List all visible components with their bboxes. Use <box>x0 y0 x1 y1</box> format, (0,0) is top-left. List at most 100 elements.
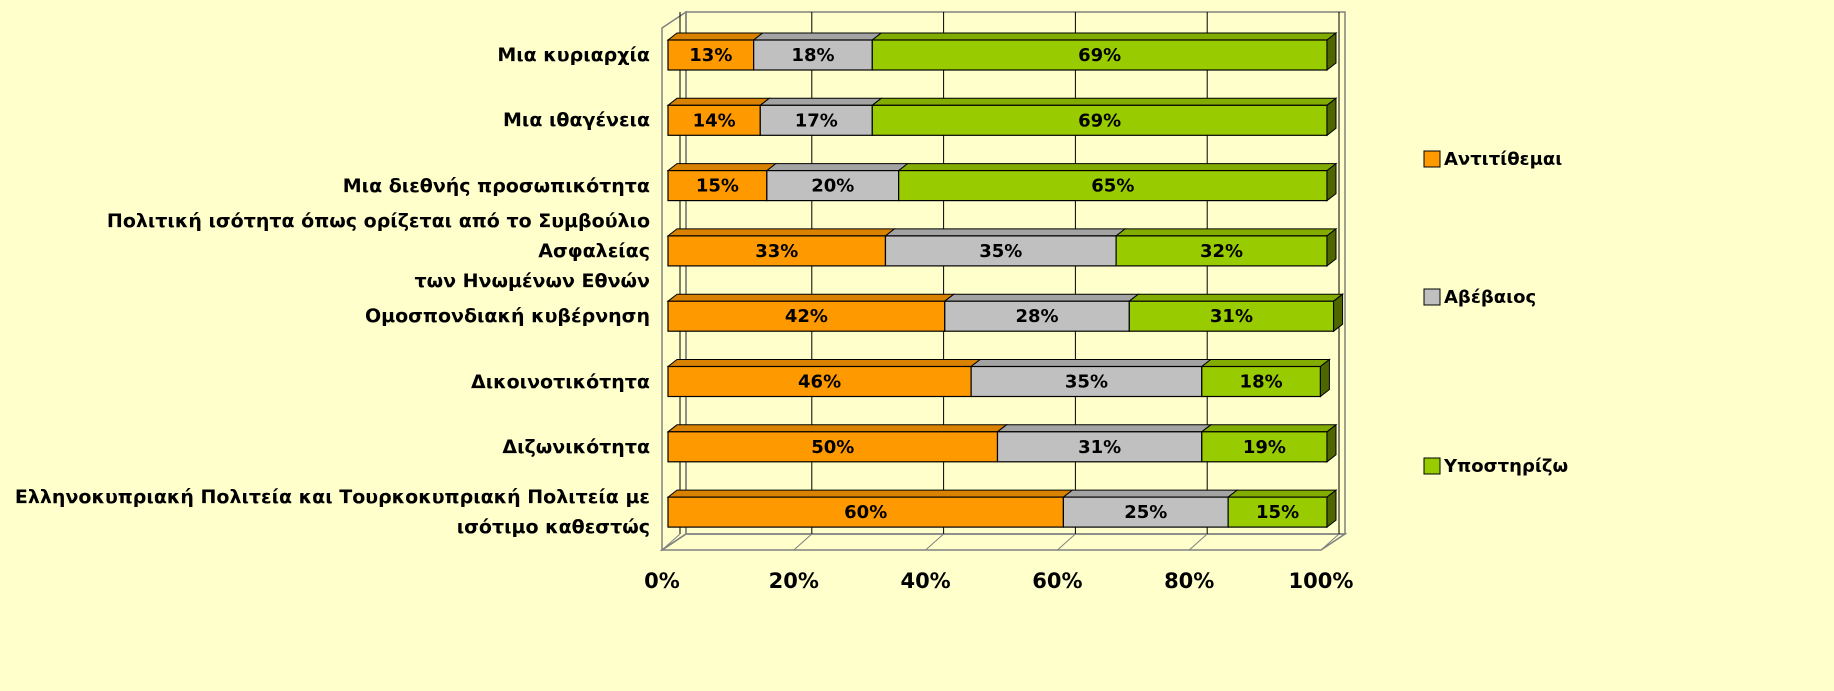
data-label: 65% <box>1091 176 1134 197</box>
bar <box>667 39 755 71</box>
bar <box>667 365 972 398</box>
bar <box>667 104 761 136</box>
bar-side <box>1319 358 1330 398</box>
bar-top <box>943 293 1140 302</box>
legend-swatch <box>1423 150 1441 168</box>
tick-mark <box>793 533 813 551</box>
bar-top <box>666 293 956 302</box>
legend-label: Αντιτίθεμαι <box>1444 149 1562 170</box>
tick-mark <box>925 533 944 551</box>
data-label: 17% <box>795 110 838 131</box>
bar-top <box>1200 424 1338 433</box>
bar <box>667 496 1064 528</box>
data-label: 60% <box>844 502 887 523</box>
data-label: 14% <box>693 110 736 131</box>
data-label: 42% <box>785 306 828 327</box>
bar-side <box>1326 489 1337 529</box>
data-label: 13% <box>689 45 732 66</box>
bar <box>667 431 999 463</box>
bar <box>1227 496 1328 528</box>
data-label: 35% <box>979 241 1022 262</box>
data-label: 69% <box>1078 110 1121 131</box>
bar-side <box>1326 31 1337 72</box>
data-label: 19% <box>1243 437 1286 458</box>
bar <box>1201 431 1328 463</box>
bar <box>871 104 1328 136</box>
x-tick-label: 100% <box>1289 569 1354 593</box>
bar <box>996 431 1203 463</box>
legend-label: Υποστηρίζω <box>1443 456 1568 477</box>
bar-top <box>758 97 883 106</box>
bar-top <box>666 359 982 367</box>
data-label: 18% <box>791 45 834 66</box>
bar-top <box>666 228 896 237</box>
bar-top <box>1061 489 1239 498</box>
data-label: 32% <box>1200 241 1243 262</box>
bar-top <box>969 359 1213 367</box>
bar-side <box>1333 293 1344 333</box>
bar-side <box>1326 423 1337 463</box>
data-label: 18% <box>1240 372 1283 393</box>
bar <box>944 300 1130 332</box>
tick-mark <box>1057 533 1076 551</box>
bar-top <box>752 32 883 41</box>
legend-label: Αβέβαιος <box>1444 287 1536 308</box>
data-label: 31% <box>1078 437 1121 458</box>
bar-top <box>897 163 1338 172</box>
data-label: 46% <box>798 372 841 393</box>
data-label: 20% <box>811 176 854 197</box>
tick-mark <box>1188 533 1208 551</box>
side-wall <box>661 10 687 552</box>
bar <box>753 39 873 71</box>
data-label: 50% <box>811 437 854 458</box>
category-label: Διζωνικότητα <box>502 435 650 458</box>
x-tick-label: 20% <box>769 569 819 593</box>
bar-side <box>1326 162 1337 202</box>
data-label: 15% <box>696 176 739 197</box>
x-tick-label: 40% <box>900 569 950 593</box>
bar-top <box>870 97 1338 106</box>
bar <box>871 39 1328 71</box>
bar <box>1062 496 1229 528</box>
bar-top <box>666 97 771 106</box>
data-label: 35% <box>1065 372 1108 393</box>
bar-side <box>1326 227 1337 267</box>
category-label: Πολιτική ισότητα όπως ορίζεται από το Συ… <box>106 209 650 292</box>
bar-top <box>884 228 1127 237</box>
category-label: Μια διεθνής προσωπικότητα <box>342 174 650 197</box>
bar-top <box>1200 359 1331 367</box>
bar-top <box>870 32 1338 41</box>
x-tick-label: 80% <box>1164 569 1214 593</box>
category-label: Δικοινοτικότητα <box>471 370 650 393</box>
data-label: 31% <box>1210 306 1253 327</box>
bar <box>667 300 946 332</box>
category-label: Μια ιθαγένεια <box>503 109 650 132</box>
bar <box>759 104 873 136</box>
data-label: 33% <box>755 241 798 262</box>
bar-top <box>996 424 1213 433</box>
category-label: Ελληνοκυπριακή Πολιτεία και Τουρκοκυπρια… <box>14 486 650 539</box>
bar-side <box>1326 97 1337 137</box>
x-tick-label: 0% <box>644 569 680 593</box>
bar-top <box>1114 228 1338 237</box>
data-label: 28% <box>1015 306 1058 327</box>
bar-top <box>666 424 1008 433</box>
bar <box>898 170 1328 202</box>
category-label: Ομοσπονδιακή κυβέρνηση <box>364 305 650 328</box>
bar-top <box>666 163 778 172</box>
x-tick-label: 60% <box>1032 569 1082 593</box>
bar <box>884 235 1117 267</box>
data-label: 69% <box>1078 45 1121 66</box>
bar-top <box>1226 489 1338 498</box>
floor <box>659 533 1348 551</box>
bar-top <box>666 489 1074 498</box>
bar <box>970 365 1203 398</box>
bar-top <box>1127 293 1345 302</box>
tick-mark <box>661 533 681 551</box>
legend-swatch <box>1423 288 1441 306</box>
legend-swatch <box>1423 457 1441 475</box>
tick-mark <box>1320 533 1340 551</box>
bar-top <box>666 32 765 41</box>
